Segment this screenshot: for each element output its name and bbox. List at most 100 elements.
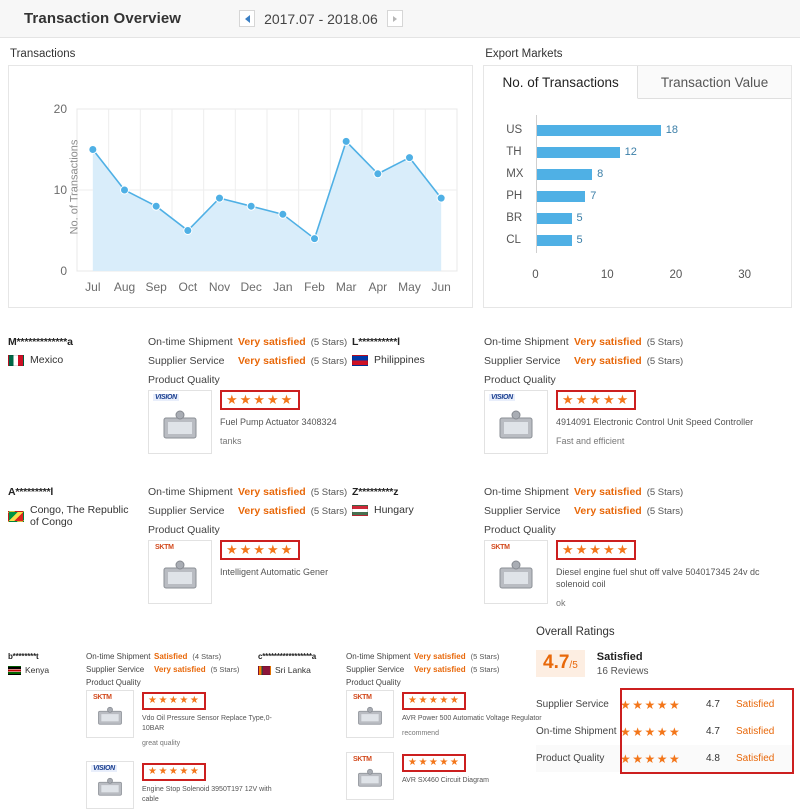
product-image-icon [499, 560, 533, 589]
product-row: SKTM ★★★★★ AVR Power 500 Automatic Volta… [346, 690, 546, 738]
buyer-name: M*************a [8, 336, 73, 348]
criteria-stars: (5 Stars) [310, 505, 348, 517]
criteria-label: Supplier Service [86, 665, 145, 674]
rating-description: Satisfied [736, 726, 775, 737]
product-quality-highlight: ★★★★★ [556, 540, 637, 560]
product-name[interactable]: Intelligent Automatic Gener [220, 567, 329, 577]
product-name[interactable]: Engine Stop Solenoid 3950T197 12V with c… [142, 786, 272, 803]
product-thumbnail[interactable]: SKTM [346, 690, 394, 738]
bar-value-label: 7 [590, 190, 597, 202]
product-info: ★★★★★ AVR SX460 Circuit Diagram [402, 752, 489, 800]
criteria-value: Very satisfied [154, 665, 206, 674]
next-period-button[interactable] [386, 10, 403, 27]
bar-category-label: CL [506, 234, 521, 246]
brand-logo: SKTM [155, 544, 174, 551]
criteria-row: On-time Shipment Very satisfied (5 Stars… [148, 336, 448, 348]
period-selector: 2017.07 - 2018.06 [239, 10, 403, 27]
product-image-icon [98, 706, 122, 725]
rating-name: Supplier Service [536, 699, 609, 710]
product-name[interactable]: Fuel Pump Actuator 3408324 [220, 417, 337, 427]
product-name[interactable]: Diesel engine fuel shut off valve 504017… [556, 567, 760, 589]
criteria-value: Very satisfied [238, 336, 306, 348]
review-details: On-time Shipment Satisfied (4 Stars) Sup… [86, 652, 286, 811]
svg-text:Dec: Dec [240, 280, 261, 294]
buyer-info: M*************a Mexico [8, 336, 138, 366]
bar-category-label: MX [506, 168, 524, 180]
product-row: SKTM ★★★★★ Intelligent Automatic Gener [148, 540, 448, 604]
bar [537, 125, 661, 136]
product-thumbnail[interactable]: VISION [484, 390, 548, 454]
product-thumbnail[interactable]: SKTM [346, 752, 394, 800]
bar-chart: US 18 TH 12 MX 8 PH 7 BR 5 CL 5 0 10 20 30 [484, 99, 791, 307]
bar-value-label: 18 [665, 124, 679, 136]
criteria-label: Supplier Service [148, 505, 225, 517]
product-quality-stars: ★★★★★ [148, 766, 201, 777]
product-quality-label: Product Quality [484, 374, 556, 386]
overall-score-text: Satisfied 16 Reviews [597, 651, 649, 677]
product-thumbnail[interactable]: SKTM [484, 540, 548, 604]
criteria-stars: (5 Stars) [646, 505, 684, 517]
overall-review-count: 16 Reviews [596, 665, 649, 677]
product-quality-label: Product Quality [148, 374, 220, 386]
export-markets-card: No. of Transactions Transaction Value US… [483, 65, 792, 308]
rating-description: Satisfied [736, 753, 775, 764]
rating-row: Product Quality ★★★★★ 4.8 Satisfied [536, 745, 794, 772]
criteria-stars: (5 Stars) [646, 336, 684, 348]
prev-period-button[interactable] [239, 10, 256, 27]
period-range-label: 2017.07 - 2018.06 [264, 10, 378, 27]
criteria-value: Very satisfied [238, 486, 306, 498]
buyer-info: c*****************a Sri Lanka [258, 652, 338, 675]
product-quality-label: Product Quality [346, 678, 401, 687]
criteria-label: On-time Shipment [484, 336, 569, 348]
buyer-country: Sri Lanka [258, 665, 338, 675]
product-name[interactable]: AVR Power 500 Automatic Voltage Regulato… [402, 715, 542, 722]
product-thumbnail[interactable]: SKTM [86, 690, 134, 738]
svg-text:Apr: Apr [368, 280, 387, 294]
buyer-country: Philippines [352, 354, 472, 366]
svg-text:Sep: Sep [145, 280, 167, 294]
overall-score-row: 4.7/5 Satisfied 16 Reviews [536, 650, 794, 677]
criteria-row: Supplier Service Very satisfied (5 Stars… [484, 505, 784, 517]
product-thumbnail[interactable]: VISION [86, 761, 134, 809]
product-thumbnail[interactable]: SKTM [148, 540, 212, 604]
product-quality-stars: ★★★★★ [408, 757, 461, 768]
product-info: ★★★★★ Intelligent Automatic Gener [220, 540, 328, 604]
brand-logo: SKTM [93, 694, 112, 701]
criteria-label: On-time Shipment [86, 652, 151, 661]
product-name[interactable]: AVR SX460 Circuit Diagram [402, 777, 490, 784]
criteria-label: On-time Shipment [484, 486, 569, 498]
buyer-name: b********t [8, 652, 39, 661]
criteria-value: Very satisfied [574, 486, 642, 498]
product-quality-label: Product Quality [86, 678, 141, 687]
overall-score-value: 4.7 [543, 652, 570, 673]
review-comment: recommend [402, 730, 439, 737]
rating-row: On-time Shipment ★★★★★ 4.7 Satisfied [536, 718, 794, 745]
flag-icon [8, 665, 21, 675]
criteria-row: Supplier Service Very satisfied (5 Stars… [484, 355, 784, 367]
product-name[interactable]: Vdo Oil Pressure Sensor Replace Type,0-1… [142, 715, 272, 732]
product-thumbnail[interactable]: VISION [148, 390, 212, 454]
product-row: VISION ★★★★★ 4914091 Electronic Control … [484, 390, 784, 454]
product-quality-stars: ★★★★★ [226, 542, 295, 557]
buyer-info: L**********l Philippines [352, 336, 472, 366]
svg-text:0: 0 [60, 264, 67, 278]
line-chart-svg: 0 10 20 Jul Aug Sep Oct Nov Dec Jan Feb Mar Apr May Ju… [54, 102, 458, 294]
flag-icon [352, 354, 368, 366]
review-comment: great quality [142, 740, 181, 747]
criteria-row: On-time Shipment Very satisfied (5 Stars… [148, 486, 448, 498]
svg-text:10: 10 [54, 183, 68, 197]
product-image-icon [499, 410, 533, 439]
tab-transaction-value[interactable]: Transaction Value [638, 66, 791, 98]
tab-no-of-transactions[interactable]: No. of Transactions [484, 66, 639, 99]
criteria-value: Very satisfied [414, 652, 466, 661]
bar-axis-tick: 0 [532, 269, 539, 281]
bar-category-label: TH [506, 146, 522, 158]
product-quality-stars: ★★★★★ [148, 695, 201, 706]
product-name[interactable]: 4914091 Electronic Control Unit Speed Co… [556, 417, 754, 427]
product-info: ★★★★★ 4914091 Electronic Control Unit Sp… [556, 390, 753, 454]
review-details: On-time Shipment Very satisfied (5 Stars… [148, 486, 448, 604]
criteria-value: Very satisfied [574, 355, 642, 367]
product-image-icon [358, 706, 382, 725]
svg-text:Jun: Jun [431, 280, 450, 294]
brand-logo: SKTM [353, 694, 372, 701]
